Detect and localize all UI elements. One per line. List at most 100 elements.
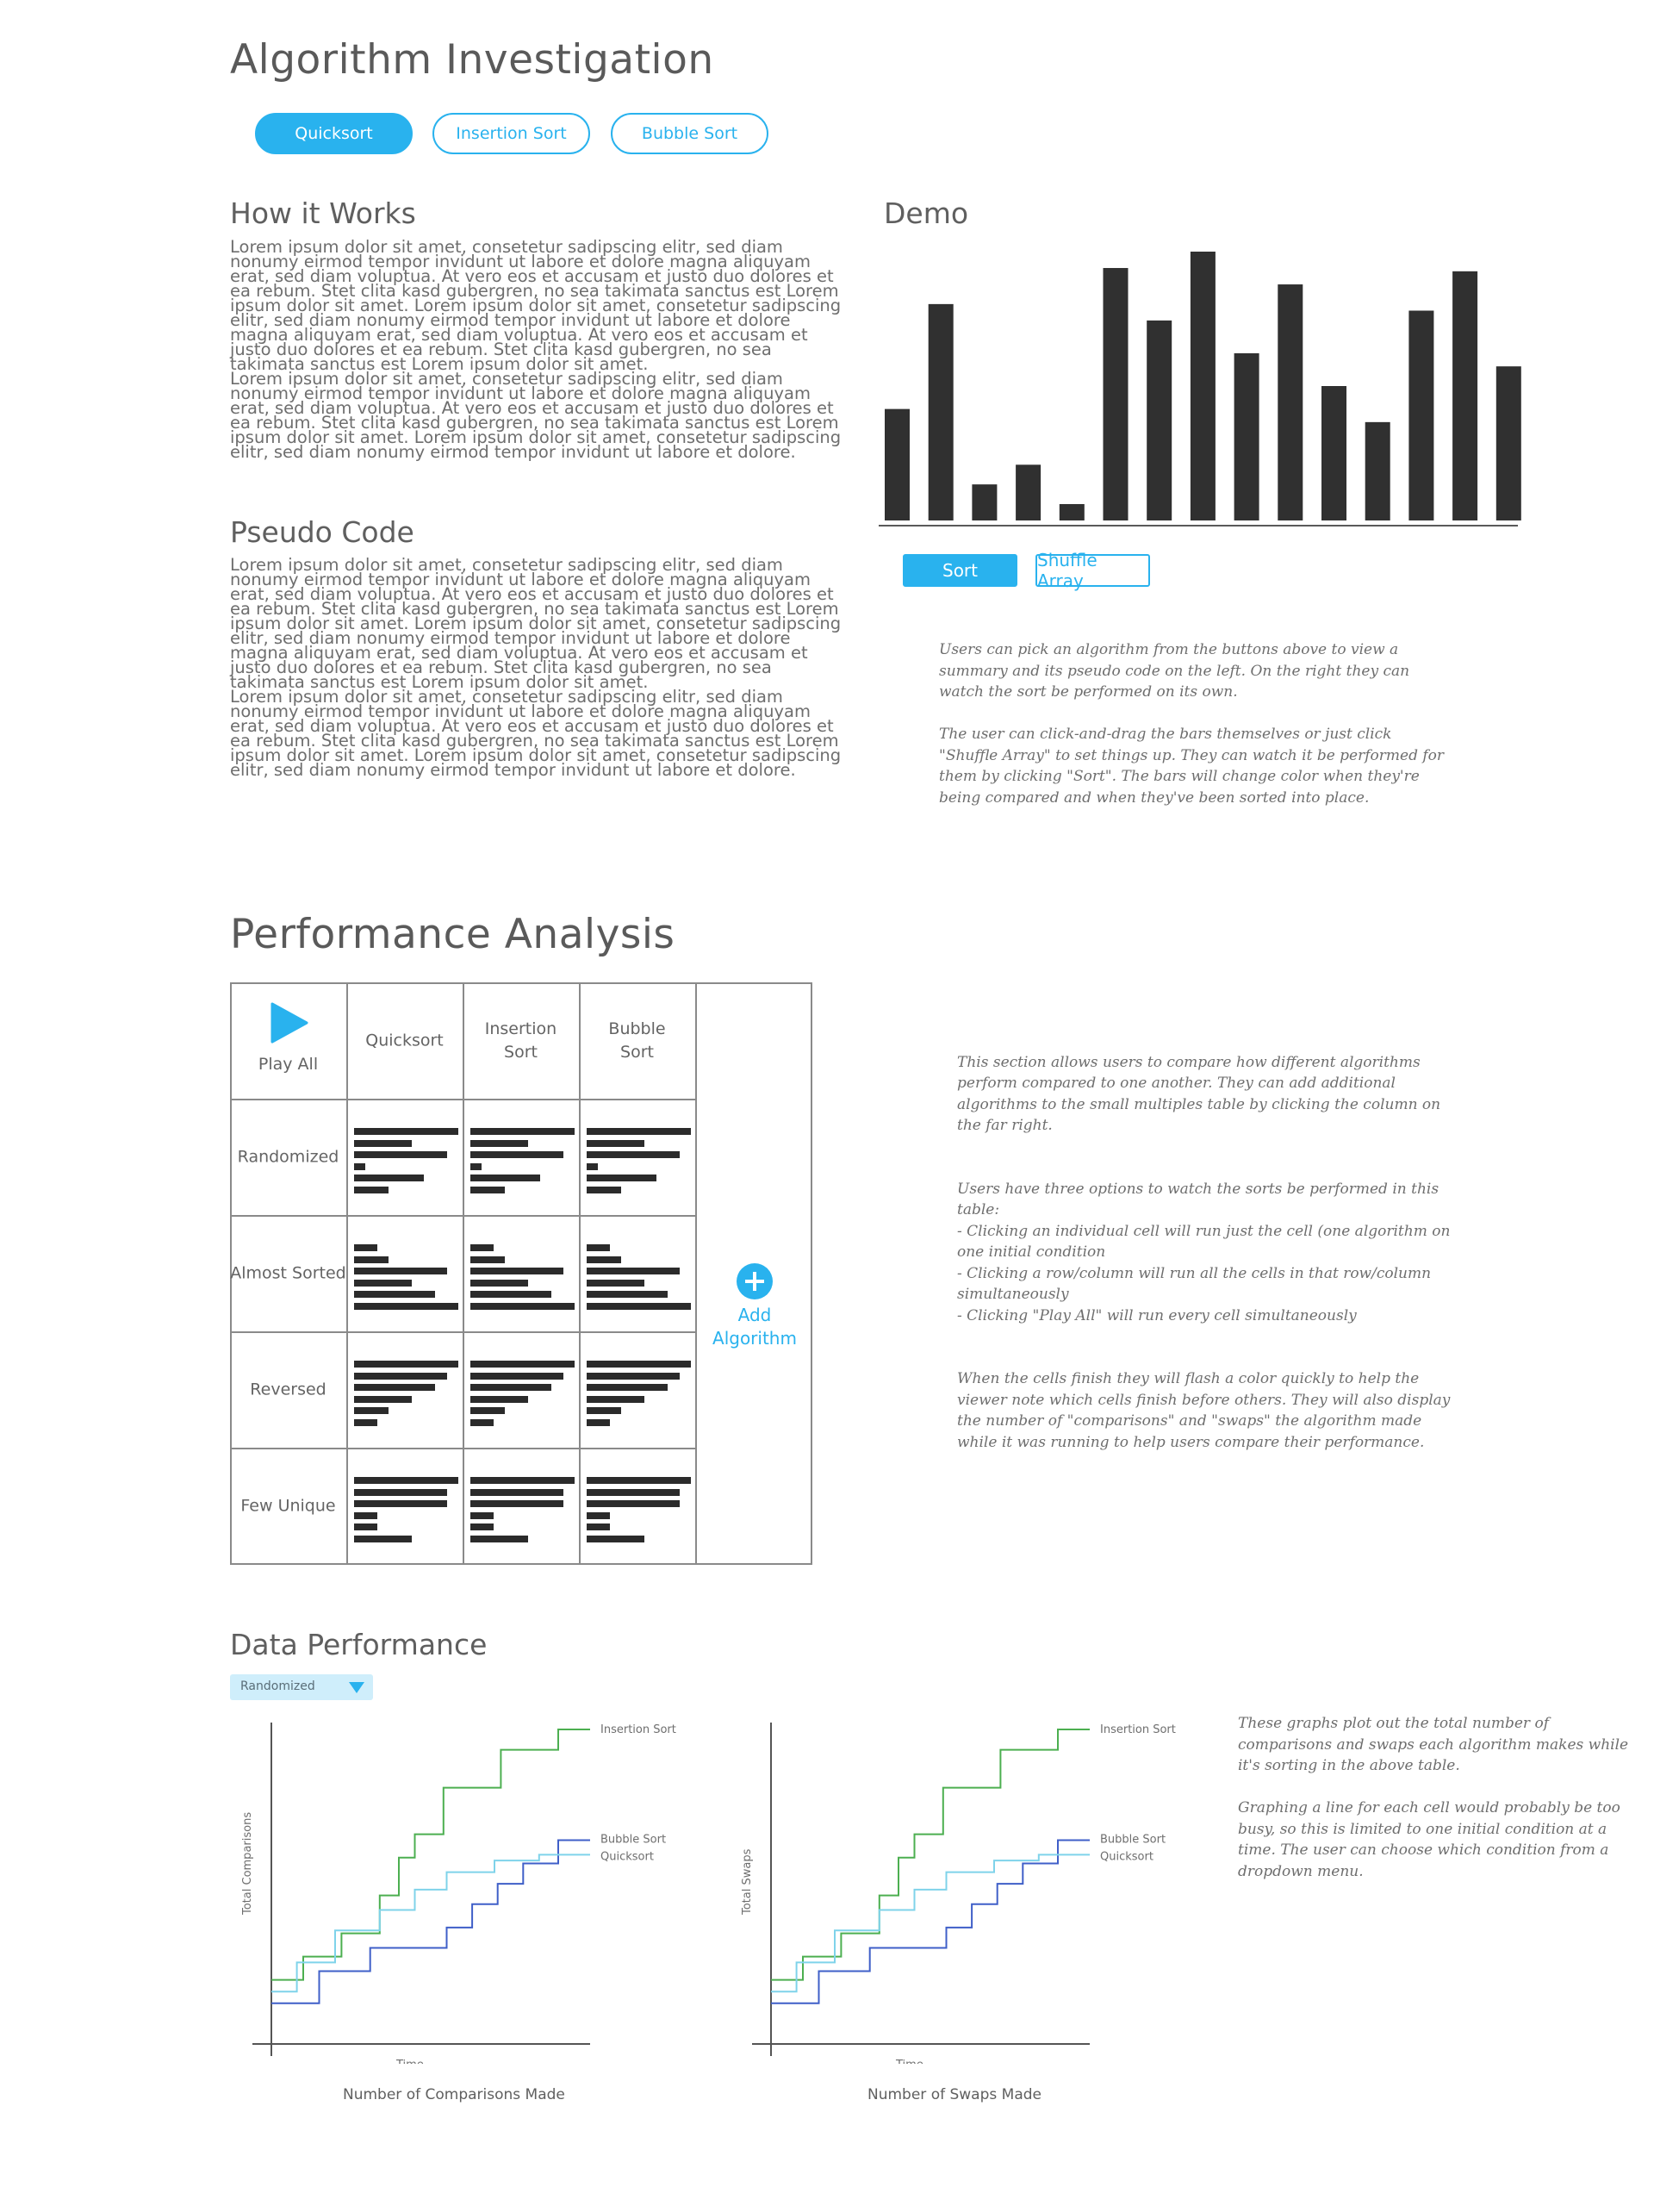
column-divider <box>695 982 697 1565</box>
table-cell[interactable] <box>346 1331 463 1448</box>
text-line: ea rebum. Stet clita kasd gubergren, no … <box>230 413 839 433</box>
column-divider <box>463 982 464 1565</box>
small-multiples-table: Play All Quicksort Insertion Sort Bubble So… <box>230 982 812 1565</box>
text-line: nonumy eirmod tempor invidunt ut labore … <box>230 570 811 589</box>
mini-bar <box>354 1418 377 1426</box>
demo-bar[interactable] <box>1059 503 1085 520</box>
demo-bar[interactable] <box>1278 284 1303 520</box>
column-header[interactable]: Insertion Sort <box>463 982 579 1099</box>
table-cell[interactable] <box>579 1215 695 1331</box>
demo-bar[interactable] <box>885 408 910 520</box>
text-line: nonumy eirmod tempor invidunt ut labore … <box>230 252 811 271</box>
text-line: Lorem ipsum dolor sit amet, consetetur s… <box>230 237 783 257</box>
mini-bar <box>587 1128 691 1135</box>
performance-note-2: Users have three options to watch the so… <box>957 1180 1451 1324</box>
demo-bar[interactable] <box>1147 320 1172 520</box>
row-header[interactable]: Almost Sorted <box>230 1215 346 1331</box>
table-cell[interactable] <box>346 1448 463 1564</box>
series-label: Bubble Sort <box>1100 1833 1166 1846</box>
condition-dropdown[interactable]: Randomized <box>230 1674 373 1700</box>
mini-bar <box>587 1279 645 1287</box>
text-line: takimata sanctus est Lorem ipsum dolor s… <box>230 672 649 692</box>
text-line: elitr, sed diam nonumy eirmod tempor inv… <box>230 442 796 462</box>
tab-bubble-sort[interactable]: Bubble Sort <box>611 113 768 154</box>
demo-note-1: Users can pick an algorithm from the but… <box>939 641 1410 701</box>
table-cell[interactable] <box>579 1099 695 1215</box>
table-cell[interactable] <box>463 1448 579 1564</box>
row-header[interactable]: Randomized <box>230 1099 346 1215</box>
add-algorithm-column[interactable]: Add Algorithm <box>697 982 812 1564</box>
x-axis-label: Time <box>895 2059 923 2064</box>
text-line: ea rebum. Stet clita kasd gubergren, no … <box>230 281 839 301</box>
mini-bar <box>470 1151 563 1158</box>
swaps-chart: Time Total Swaps Insertion Sort Bubble Sort… <box>741 1723 1176 2064</box>
page-title: Algorithm Investigation <box>230 36 714 84</box>
demo-bar-chart[interactable] <box>879 241 1525 534</box>
demo-bar[interactable] <box>1321 386 1346 520</box>
mini-bar <box>587 1268 680 1274</box>
mini-bar <box>354 1511 377 1519</box>
mini-bar <box>470 1279 529 1287</box>
text-line: elitr, sed diam nonumy eirmod tempor inv… <box>230 310 791 330</box>
sort-button[interactable]: Sort <box>903 554 1017 587</box>
row-divider <box>230 1215 695 1217</box>
column-divider <box>579 982 581 1565</box>
demo-bar[interactable] <box>1190 252 1216 520</box>
table-cell[interactable] <box>463 1099 579 1215</box>
demo-bar[interactable] <box>1103 268 1129 520</box>
comparisons-chart: Time Total Comparisons Insertion Sort Bubbl… <box>241 1723 676 2064</box>
text-line: nonumy eirmod tempor invidunt ut labore … <box>230 701 811 721</box>
row-header[interactable]: Few Unique <box>230 1448 346 1564</box>
y-axis-label: Total Swaps <box>741 1848 754 1916</box>
demo-bar[interactable] <box>1452 271 1478 520</box>
text-line: ipsum dolor sit amet. Lorem ipsum dolor … <box>230 745 842 765</box>
column-header[interactable]: Quicksort <box>346 982 463 1099</box>
table-cell[interactable] <box>463 1331 579 1448</box>
mini-bar <box>470 1139 529 1147</box>
tab-insertion-sort[interactable]: Insertion Sort <box>432 113 590 154</box>
mini-bar <box>587 1244 610 1251</box>
column-header[interactable]: Bubble Sort <box>579 982 695 1099</box>
series-line <box>271 1854 590 1993</box>
demo-bar[interactable] <box>972 484 998 520</box>
play-all-button[interactable]: Play All <box>230 982 346 1099</box>
row-header[interactable]: Reversed <box>230 1331 346 1448</box>
performance-note-1: This section allows users to compare how… <box>957 1053 1441 1135</box>
mini-bar <box>470 1535 529 1542</box>
mini-bar <box>470 1291 552 1298</box>
mini-bar <box>470 1128 575 1135</box>
demo-bar[interactable] <box>1016 464 1042 520</box>
data-performance-note-2: Graphing a line for each cell would prob… <box>1238 1799 1620 1880</box>
row-divider <box>230 1448 695 1449</box>
table-cell[interactable] <box>346 1215 463 1331</box>
demo-bar[interactable] <box>1234 352 1259 520</box>
text-line: Lorem ipsum dolor sit amet, consetetur s… <box>230 687 783 707</box>
mini-bar <box>470 1418 494 1426</box>
table-cell[interactable] <box>463 1215 579 1331</box>
mini-bar <box>587 1162 599 1170</box>
series-line <box>271 1839 590 2004</box>
mini-bar <box>470 1395 529 1403</box>
demo-bar[interactable] <box>928 303 954 520</box>
y-axis-label: Total Comparisons <box>241 1812 254 1916</box>
mini-bar <box>587 1488 680 1496</box>
demo-bar[interactable] <box>1495 366 1521 520</box>
mini-bar <box>587 1175 656 1181</box>
table-cell[interactable] <box>346 1099 463 1215</box>
mini-bar <box>354 1151 447 1158</box>
mini-bar <box>587 1500 680 1507</box>
shuffle-array-button[interactable]: Shuffle Array <box>1035 550 1150 591</box>
mini-bar <box>587 1302 691 1310</box>
data-performance-note-1: These graphs plot out the total number o… <box>1238 1715 1629 1774</box>
pseudo-code-heading: Pseudo Code <box>230 515 414 549</box>
mini-bar <box>354 1523 377 1530</box>
mini-bar <box>354 1175 424 1181</box>
demo-bar[interactable] <box>1408 310 1434 520</box>
tab-quicksort[interactable]: Quicksort <box>255 113 413 154</box>
demo-bar[interactable] <box>1365 421 1390 520</box>
series-line <box>771 1854 1090 1993</box>
table-cell[interactable] <box>579 1331 695 1448</box>
table-cell[interactable] <box>579 1448 695 1564</box>
mini-bar <box>587 1418 610 1426</box>
performance-notes: This section allows users to compare how… <box>957 1031 1465 1474</box>
